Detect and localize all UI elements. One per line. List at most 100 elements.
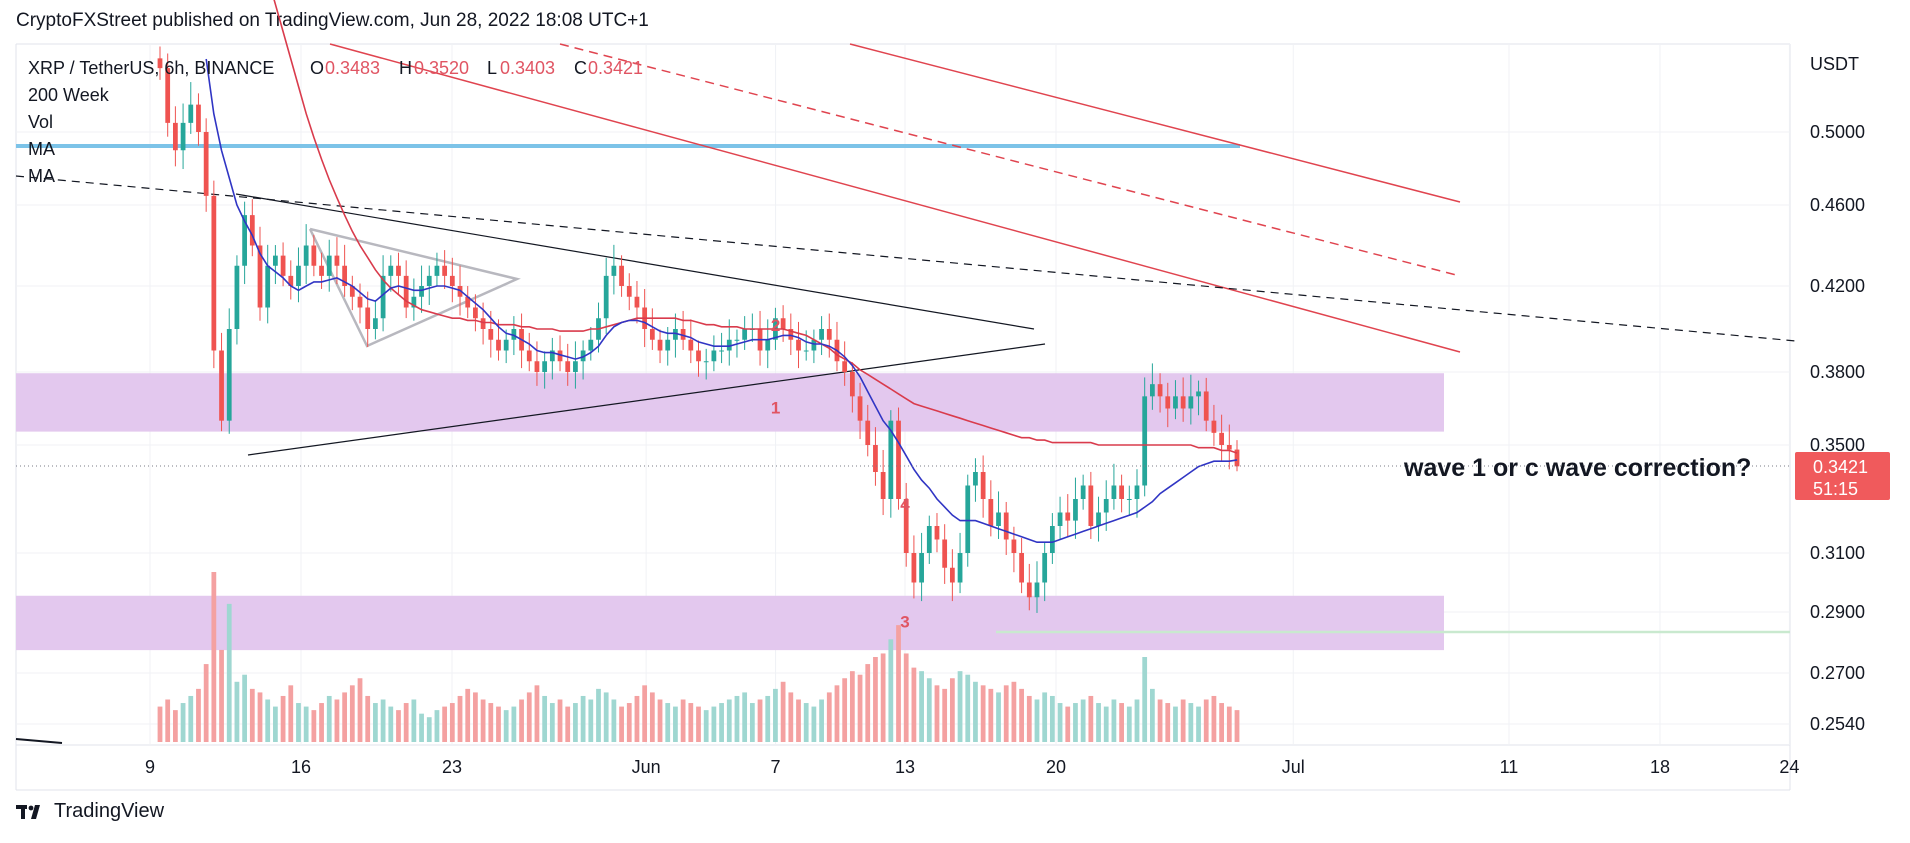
candle-body <box>496 339 501 351</box>
candle-body <box>1203 391 1209 421</box>
candle-body <box>511 329 517 340</box>
price-tag: 0.3421 51:15 <box>1795 452 1890 500</box>
candle-body <box>334 255 340 266</box>
candle-body <box>1234 449 1240 467</box>
candle-body <box>342 265 348 286</box>
volume-bar <box>365 695 371 742</box>
ma-fast-line <box>205 58 1238 543</box>
tradingview-logo-icon <box>16 804 40 819</box>
volume-bar <box>342 692 348 742</box>
price-tick-label: 0.4200 <box>1810 276 1865 296</box>
price-tick-label: 0.3100 <box>1810 543 1865 563</box>
candle-body <box>357 296 363 308</box>
candle-body <box>419 286 424 297</box>
volume-bar <box>657 699 663 742</box>
candle-body <box>1011 539 1017 553</box>
candle-body <box>1165 396 1171 409</box>
price-tick-label: 0.2540 <box>1810 714 1865 734</box>
volume-bar <box>557 699 563 742</box>
volume-bar <box>334 699 340 742</box>
candle-body <box>719 350 724 352</box>
volume-bar <box>234 681 240 742</box>
candle-body <box>565 361 571 372</box>
volume-bar <box>819 699 824 742</box>
volume-bar <box>726 699 732 742</box>
volume-bar <box>688 703 694 742</box>
volume-bar <box>988 688 994 742</box>
volume-bar <box>757 699 763 742</box>
volume-bar <box>257 692 263 742</box>
volume-bar <box>896 625 901 742</box>
volume-bar <box>457 695 463 742</box>
wave-labels: 1 2 3 4 <box>771 316 910 631</box>
volume-bar <box>1019 688 1024 742</box>
volume-bar <box>626 703 632 742</box>
candle-body <box>480 318 486 329</box>
candle-body <box>988 499 994 526</box>
candle-body <box>896 420 901 499</box>
volume-bar <box>165 699 171 742</box>
volume-bar <box>619 706 624 742</box>
volume-bar <box>249 688 255 742</box>
volume-bar <box>419 713 424 742</box>
candle-body <box>957 553 963 583</box>
candle-body <box>1034 582 1040 598</box>
volume-bar <box>888 639 894 742</box>
candle-body <box>649 329 655 340</box>
candle-body <box>257 245 263 308</box>
legend-open-label: O <box>310 58 324 78</box>
candle-body <box>711 350 717 362</box>
footer: TradingView <box>16 800 164 823</box>
volume-bar <box>1026 695 1032 742</box>
time-tick-label: Jul <box>1282 757 1305 777</box>
volume-bar <box>1065 706 1071 742</box>
volume-bar <box>919 671 924 742</box>
time-tick-label: 23 <box>442 757 462 777</box>
channel-upper-line <box>849 43 1461 203</box>
volume-bar <box>1042 692 1048 742</box>
volume-bar <box>265 699 271 742</box>
candle-body <box>580 350 586 362</box>
candle-body <box>780 318 786 329</box>
candle-body <box>403 275 409 308</box>
small-triangle-pattern <box>308 227 521 348</box>
price-tick-label: 0.4600 <box>1810 195 1865 215</box>
triangle-upper-line <box>235 193 1035 330</box>
candle-body <box>673 329 678 340</box>
candle-body <box>1157 384 1163 397</box>
volume-bar <box>303 706 309 742</box>
candle-body <box>1211 420 1217 433</box>
volume-bar <box>388 706 394 742</box>
candle-body <box>411 296 417 308</box>
volume-bar <box>673 706 678 742</box>
volume-bar <box>326 695 332 742</box>
volume-bar <box>780 681 786 742</box>
volume-bar <box>734 695 740 742</box>
candle-body <box>603 275 609 319</box>
candle-body <box>1196 391 1201 397</box>
volume-bar <box>203 664 209 742</box>
volume-bar <box>465 688 471 742</box>
volume-bar <box>1049 695 1055 742</box>
volume-bar <box>1173 706 1178 742</box>
time-tick-label: 18 <box>1650 757 1670 777</box>
volume-bar <box>1073 703 1078 742</box>
volume-bar <box>903 653 909 742</box>
volume-bar <box>588 699 594 742</box>
volume-bar <box>1088 695 1094 742</box>
volume-bar <box>580 695 586 742</box>
volume-bar <box>873 657 878 742</box>
candle-body <box>1126 499 1132 500</box>
volume-bar <box>765 695 771 742</box>
volume-bar <box>273 706 278 742</box>
price-tag-countdown: 51:15 <box>1813 479 1858 499</box>
time-axis-ticks: 9 16 23 Jun 7 13 20 Jul 11 18 24 <box>145 757 1799 777</box>
volume-bar <box>573 703 578 742</box>
candle-body <box>842 361 848 372</box>
volume-bar <box>396 710 401 742</box>
candle-body <box>742 329 748 340</box>
candle-body <box>1065 512 1071 521</box>
candle-body <box>588 339 594 351</box>
volume-bar <box>803 703 809 742</box>
